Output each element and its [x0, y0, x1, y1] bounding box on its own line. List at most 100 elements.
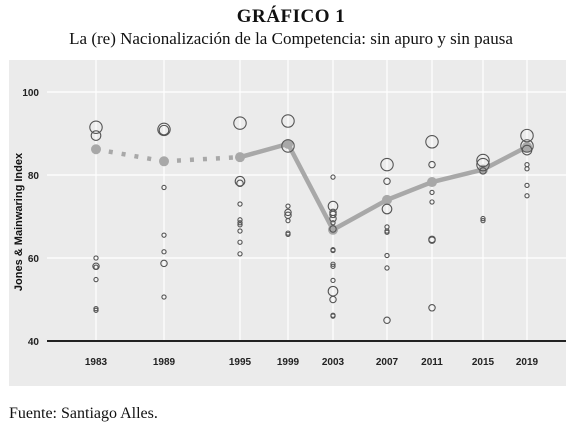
data-point	[383, 177, 391, 185]
data-point	[381, 203, 393, 215]
data-point	[237, 222, 243, 228]
data-point	[476, 153, 490, 168]
data-point	[480, 215, 486, 222]
data-point	[524, 182, 530, 189]
data-point	[524, 193, 530, 199]
trend-point	[159, 156, 169, 167]
data-point	[329, 225, 337, 233]
data-point	[281, 114, 295, 128]
data-point	[93, 305, 99, 312]
x-tick-label: 1999	[277, 357, 300, 368]
data-point	[237, 220, 243, 226]
data-point	[237, 228, 243, 234]
x-axis-ticks: 1983 1989 1995 1999 2003 2007 2011 2015 2019	[85, 357, 539, 368]
x-tick-label: 2011	[421, 357, 443, 368]
chart-panel: 40 60 80 100 1983 1989 1995 1999 2003 2007 2011 20…	[9, 60, 566, 386]
data-point	[161, 232, 167, 238]
data-point	[384, 265, 390, 271]
data-point	[425, 135, 439, 149]
data-point	[330, 247, 336, 254]
data-point	[281, 139, 295, 153]
trend-segment	[237, 141, 291, 160]
data-point	[479, 167, 487, 175]
data-point	[476, 157, 490, 172]
source-note: Fuente: Santiago Alles.	[9, 405, 158, 422]
data-point	[384, 252, 390, 259]
y-axis-label: Jones & Mainwaring Index	[13, 152, 25, 291]
data-point	[285, 217, 291, 224]
data-point	[480, 217, 486, 224]
data-point	[429, 199, 435, 205]
figure-title: GRÁFICO 1	[236, 6, 346, 27]
data-point	[520, 139, 534, 153]
trend-point	[235, 152, 245, 163]
data-point	[329, 214, 337, 223]
data-point	[384, 229, 390, 235]
x-tick-label: 1989	[153, 357, 176, 368]
data-point	[330, 174, 336, 180]
data-point	[233, 116, 247, 130]
data-point	[380, 157, 394, 172]
trend-segment	[330, 197, 390, 233]
y-tick-label: 60	[28, 254, 40, 265]
data-point	[285, 231, 291, 237]
data-point	[237, 201, 243, 207]
data-point	[93, 276, 99, 283]
data-point	[330, 220, 336, 226]
y-axis-ticks: 40 60 80 100	[22, 88, 39, 348]
data-point	[161, 184, 167, 191]
x-tick-label: 2019	[516, 357, 539, 368]
data-point	[237, 251, 243, 257]
data-point	[161, 249, 167, 255]
data-point	[160, 259, 168, 268]
data-point	[521, 144, 533, 156]
data-point	[158, 124, 170, 136]
data-point	[89, 120, 103, 135]
x-tick-label: 2007	[376, 357, 399, 368]
data-points	[89, 114, 534, 324]
data-point	[329, 295, 337, 304]
data-point	[90, 130, 102, 141]
y-tick-label: 80	[28, 171, 40, 182]
trend-point	[427, 177, 437, 188]
y-tick-label: 40	[28, 337, 40, 348]
data-point	[428, 304, 436, 312]
data-point	[161, 294, 167, 300]
data-point	[157, 122, 171, 137]
data-point	[284, 208, 292, 217]
data-point	[330, 313, 336, 319]
data-point	[93, 264, 99, 270]
data-point	[383, 316, 391, 324]
x-tick-label: 1983	[85, 357, 108, 368]
data-point	[93, 255, 99, 261]
trend-line	[91, 138, 532, 235]
data-point	[285, 203, 291, 209]
data-point	[428, 160, 436, 169]
trend-segment	[384, 179, 435, 203]
data-point	[428, 236, 436, 244]
trend-point	[382, 194, 392, 205]
trend-segment	[480, 144, 530, 172]
x-tick-label: 2003	[322, 357, 345, 368]
scatter-chart: 40 60 80 100 1983 1989 1995 1999 2003 2007 2011 20…	[9, 60, 566, 386]
data-point	[330, 263, 336, 269]
y-tick-label: 100	[22, 88, 39, 99]
data-point	[330, 261, 336, 267]
data-point	[520, 128, 534, 143]
trend-point	[283, 138, 293, 149]
data-point	[237, 217, 243, 223]
trend-segment	[285, 141, 336, 233]
data-point	[330, 277, 336, 284]
trend-point	[522, 141, 532, 152]
data-point	[329, 210, 337, 219]
x-tick-label: 2015	[472, 357, 495, 368]
trend-point	[91, 144, 101, 155]
data-point	[524, 166, 530, 172]
data-point	[429, 189, 435, 196]
figure-subtitle: La (re) Nacionalización de la Competenci…	[69, 29, 513, 48]
data-point	[93, 307, 99, 313]
trend-segment	[429, 167, 486, 185]
data-point	[237, 239, 243, 245]
data-point	[236, 179, 244, 188]
x-tick-label: 1995	[229, 357, 252, 368]
